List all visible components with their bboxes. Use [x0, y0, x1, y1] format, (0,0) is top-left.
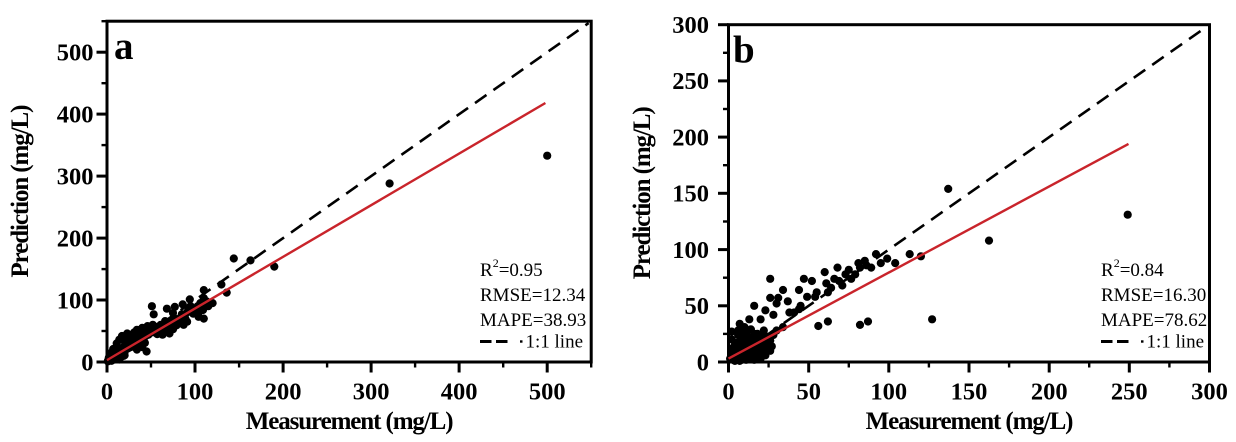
svg-text:200: 200 — [1031, 379, 1068, 406]
svg-text:Measurement (mg/L): Measurement (mg/L) — [246, 408, 454, 435]
svg-text:Prediction (mg/L): Prediction (mg/L) — [7, 105, 34, 278]
svg-text:200: 200 — [265, 379, 302, 406]
svg-text:50: 50 — [685, 293, 710, 320]
svg-text:500: 500 — [529, 379, 566, 406]
svg-text:100: 100 — [177, 379, 214, 406]
svg-text:300: 300 — [672, 12, 709, 39]
svg-text:0: 0 — [722, 379, 734, 406]
svg-text:300: 300 — [353, 379, 390, 406]
svg-text:150: 150 — [951, 379, 988, 406]
svg-text:1:1 line: 1:1 line — [1147, 332, 1205, 353]
svg-text:250: 250 — [1111, 379, 1148, 406]
svg-text:400: 400 — [441, 379, 478, 406]
svg-text:500: 500 — [57, 40, 94, 67]
svg-text:R2=0.95: R2=0.95 — [480, 256, 543, 281]
svg-text:RMSE=16.30: RMSE=16.30 — [1101, 285, 1206, 306]
svg-text:1:1 line: 1:1 line — [526, 332, 584, 353]
svg-text:Measurement (mg/L): Measurement (mg/L) — [866, 408, 1074, 435]
svg-text:50: 50 — [796, 379, 821, 406]
svg-text:200: 200 — [57, 225, 94, 252]
svg-text:300: 300 — [57, 163, 94, 190]
svg-text:0: 0 — [101, 379, 113, 406]
svg-text:0: 0 — [81, 349, 93, 376]
svg-text:150: 150 — [672, 181, 709, 208]
svg-text:MAPE=38.93: MAPE=38.93 — [480, 310, 586, 331]
svg-text:RMSE=12.34: RMSE=12.34 — [480, 285, 586, 306]
svg-text:0: 0 — [697, 349, 709, 376]
svg-text:b: b — [733, 29, 755, 72]
svg-text:400: 400 — [57, 101, 94, 128]
svg-text:MAPE=78.62: MAPE=78.62 — [1101, 310, 1207, 331]
svg-text:100: 100 — [870, 379, 907, 406]
svg-text:100: 100 — [672, 237, 709, 264]
svg-text:100: 100 — [57, 287, 94, 314]
svg-text:250: 250 — [672, 68, 709, 95]
svg-text:a: a — [114, 25, 134, 68]
svg-text:R2=0.84: R2=0.84 — [1101, 256, 1164, 281]
svg-text:300: 300 — [1191, 379, 1228, 406]
svg-text:200: 200 — [672, 124, 709, 151]
svg-text:Prediction (mg/L): Prediction (mg/L) — [629, 107, 656, 280]
